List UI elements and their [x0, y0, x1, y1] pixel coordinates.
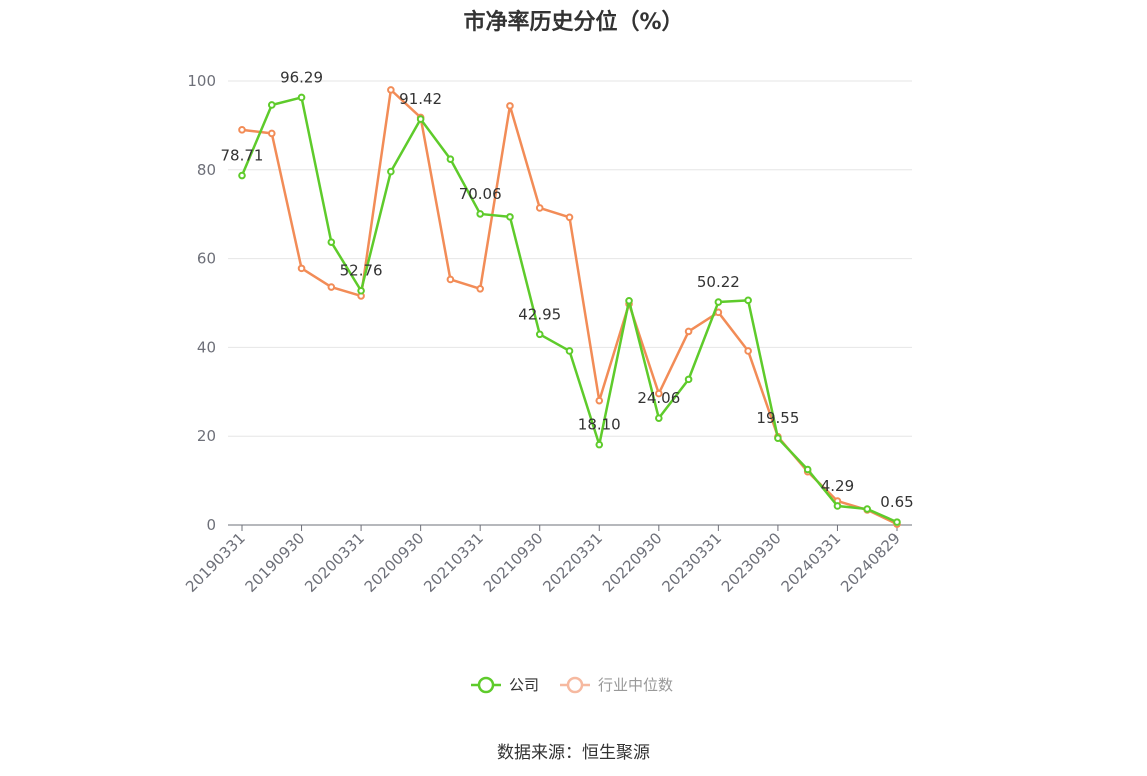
y-tick-label: 40: [197, 338, 216, 356]
industry-point: [744, 347, 752, 355]
data-label: 70.06: [459, 185, 502, 203]
company-point: [297, 93, 306, 102]
data-label: 4.29: [821, 477, 854, 495]
y-tick-label: 20: [197, 427, 216, 445]
company-point: [327, 238, 336, 246]
data-label: 91.42: [399, 90, 442, 108]
industry-point: [684, 327, 693, 336]
company-point: [833, 502, 842, 510]
legend-label: 行业中位数: [598, 676, 673, 694]
data-label: 0.65: [880, 493, 913, 511]
y-axis: 0 20 40 60 80 100: [187, 72, 216, 534]
x-tick-label: 20210930: [480, 529, 547, 596]
company-point: [565, 347, 574, 355]
legend-item-industry[interactable]: 行业中位数: [560, 676, 673, 694]
x-tick-label: 20210331: [420, 529, 487, 596]
industry-point: [238, 126, 246, 134]
x-tick-label: 20230930: [718, 529, 785, 596]
data-label: 50.22: [697, 273, 740, 291]
source-note: 数据来源：恒生聚源: [497, 743, 650, 763]
legend-item-company[interactable]: 公司: [471, 676, 539, 694]
series: [238, 86, 901, 528]
y-tick-label: 80: [197, 161, 216, 179]
company-line: [240, 96, 898, 524]
data-label: 24.06: [637, 389, 680, 407]
grid-lines: [228, 80, 912, 437]
industry-point: [565, 213, 574, 222]
industry-point: [506, 102, 514, 110]
company-point: [744, 296, 752, 305]
industry-point: [535, 204, 544, 212]
company-point: [267, 101, 276, 109]
data-label: 96.29: [280, 68, 323, 86]
industry-point: [595, 396, 604, 405]
industry-point: [446, 275, 455, 284]
company-point: [893, 518, 901, 526]
industry-point: [655, 389, 663, 398]
company-point: [863, 505, 872, 513]
data-label: 42.95: [518, 305, 561, 323]
company-point: [714, 298, 723, 306]
legend-marker: [566, 676, 584, 694]
data-label: 78.71: [221, 147, 264, 165]
industry-point: [387, 86, 395, 94]
x-tick-label: 20230331: [658, 529, 725, 596]
data-label: 19.55: [756, 409, 799, 427]
company-point: [535, 330, 544, 339]
x-tick-label: 20200930: [361, 529, 428, 596]
y-tick-label: 0: [206, 516, 216, 534]
company-point: [803, 465, 812, 474]
x-tick-label: 20220331: [539, 529, 606, 596]
company-point: [446, 155, 455, 163]
company-point: [625, 296, 633, 305]
legend-label: 公司: [509, 676, 539, 694]
company-point: [595, 440, 604, 449]
y-tick-label: 60: [197, 250, 216, 268]
company-point: [416, 115, 425, 123]
industry-point: [476, 284, 484, 293]
legend-marker: [477, 676, 495, 694]
company-point: [774, 434, 782, 442]
company-point: [506, 213, 514, 221]
company-point: [684, 375, 693, 384]
x-tick-label: 20240331: [778, 529, 845, 596]
company-point: [357, 286, 365, 295]
legend[interactable]: 公司 行业中位数: [471, 676, 673, 694]
company-point: [238, 171, 246, 180]
x-tick-label: 20220930: [599, 529, 666, 596]
industry-point: [327, 283, 336, 291]
company-point: [655, 414, 663, 422]
chart-title: 市净率历史分位（%）: [463, 10, 684, 35]
x-tick-label: 20190331: [182, 529, 249, 596]
industry-point: [297, 264, 306, 273]
company-point: [476, 210, 484, 218]
x-tick-label: 20200331: [301, 529, 368, 596]
x-axis: 2019033120190930202003312020093020210331…: [182, 524, 912, 596]
data-labels: 78.71 96.29 52.76 91.42 70.06 42.95 18.10 24.06…: [221, 68, 914, 511]
company-point: [387, 167, 395, 176]
x-tick-label: 20240829: [837, 529, 904, 596]
data-label: 52.76: [340, 262, 383, 280]
y-tick-label: 100: [187, 72, 216, 90]
x-tick-label: 20190930: [242, 529, 309, 596]
data-label: 18.10: [578, 416, 621, 434]
industry-point: [267, 129, 276, 138]
